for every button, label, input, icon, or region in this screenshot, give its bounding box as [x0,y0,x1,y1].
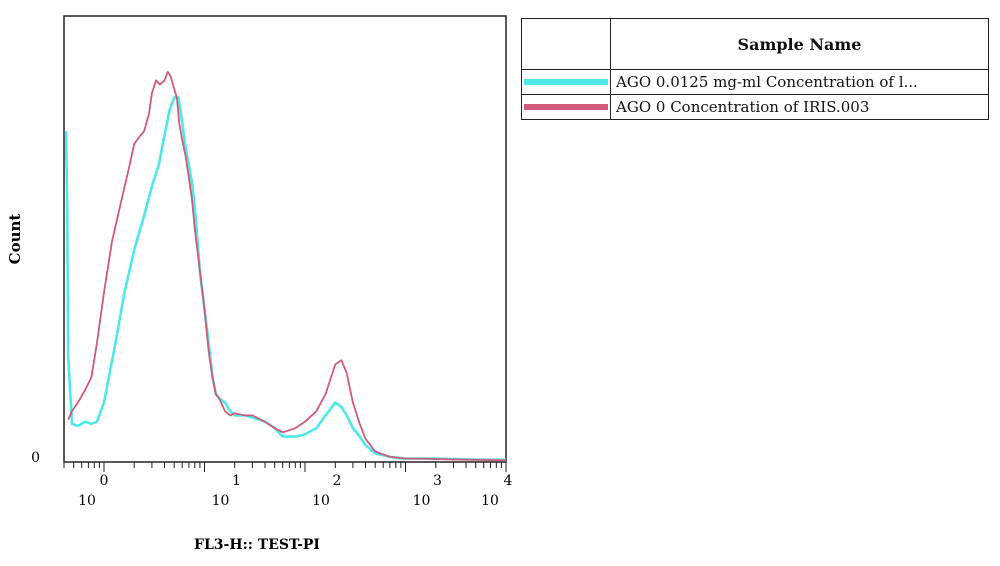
y-axis-label: Count [6,214,24,265]
series-line-red [67,71,507,462]
legend-row: AGO 0.0125 mg-ml Concentration of l... [521,69,989,95]
x-tick-label-exponent: 4 [504,473,513,489]
legend-swatch-cell [521,69,611,95]
x-tick-label-base: 10 [481,493,499,509]
legend-label: AGO 0.0125 mg-ml Concentration of l... [610,69,989,95]
x-tick-label-exponent: 1 [232,473,241,489]
legend-label: AGO 0 Concentration of IRIS.003 [610,94,989,120]
legend: Sample Name AGO 0.0125 mg-ml Concentrati… [521,18,989,120]
x-tick-label-base: 10 [212,493,230,509]
series-layer [64,71,507,462]
x-tick-label-base: 10 [78,493,96,509]
legend-row: AGO 0 Concentration of IRIS.003 [521,94,989,120]
legend-header: Sample Name [610,18,989,70]
y-tick-label-0: 0 [31,450,40,466]
x-tick-label-base: 10 [312,493,330,509]
plot-border [63,15,507,463]
legend-header-swatch-cell [521,18,611,70]
legend-swatch-cell [521,94,611,120]
x-tick-label-exponent: 2 [333,473,342,489]
x-tick-label-base: 10 [413,493,431,509]
x-tick-label-exponent: 0 [100,473,109,489]
legend-swatch-red [524,104,608,110]
plot-area [63,15,507,463]
x-axis-label: FL3-H:: TEST-PI [194,537,320,553]
x-tick-label-exponent: 3 [433,473,442,489]
legend-swatch-cyan [524,79,608,85]
